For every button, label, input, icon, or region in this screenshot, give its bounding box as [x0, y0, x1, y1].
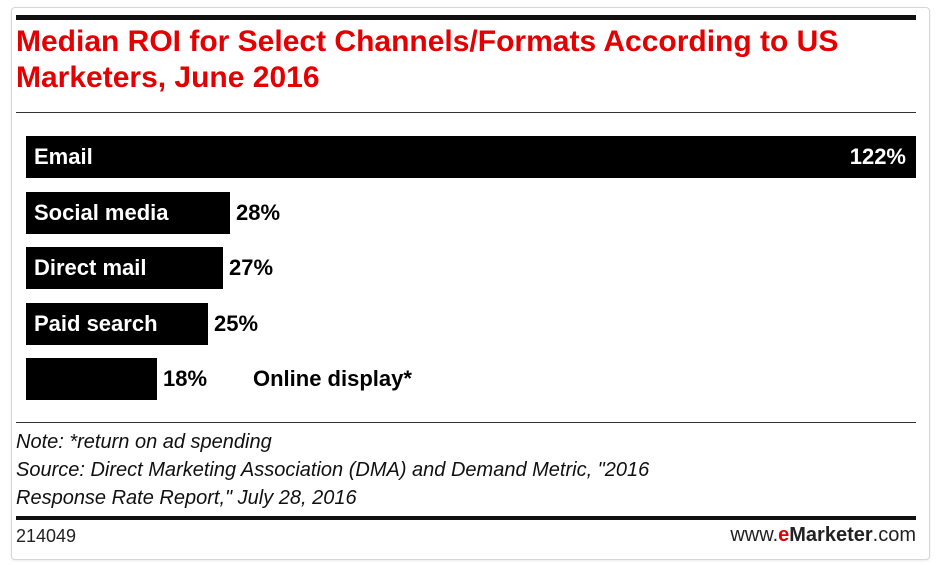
bar-category-label: Social media [34, 200, 169, 225]
chart-id: 214049 [16, 526, 77, 546]
brand-suffix: .com [872, 524, 916, 546]
bar-category-label: Direct mail [34, 255, 147, 280]
brand-prefix: www. [730, 524, 779, 546]
bar-value-label: 27% [229, 255, 274, 280]
source-text-line2: Response Rate Report," July 28, 2016 [16, 487, 357, 509]
source-text-line1: Source: Direct Marketing Association (DM… [16, 459, 650, 481]
bar-direct-mail: Direct mail [26, 247, 223, 289]
bar-social-media: Social media [26, 192, 230, 234]
brand-logo[interactable]: www.eMarketer.com [730, 524, 916, 547]
chart-notes: Note: *return on ad spending Source: Dir… [16, 428, 916, 512]
bar-category-label: Email [34, 144, 93, 169]
bar-value-label: 18% [163, 366, 208, 391]
bar-online-display [26, 358, 157, 400]
bar-value-label: 25% [214, 311, 259, 336]
bar-paid-search: Paid search [26, 303, 208, 345]
bottom-rule [16, 516, 916, 520]
chart-title: Median ROI for Select Channels/Formats A… [16, 25, 839, 94]
footer-divider [16, 422, 916, 423]
bar-value-label: 122% [849, 144, 906, 169]
note-text: Note: *return on ad spending [16, 431, 272, 453]
brand-e: e [778, 524, 790, 546]
bar-category-label: Online display* [253, 366, 412, 391]
title-divider [16, 112, 916, 113]
bar-email: Email 122% [26, 136, 916, 178]
top-rule [16, 15, 916, 20]
brand-name: Marketer [789, 524, 873, 546]
bar-value-label: 28% [236, 200, 281, 225]
bar-category-label: Paid search [34, 311, 158, 336]
